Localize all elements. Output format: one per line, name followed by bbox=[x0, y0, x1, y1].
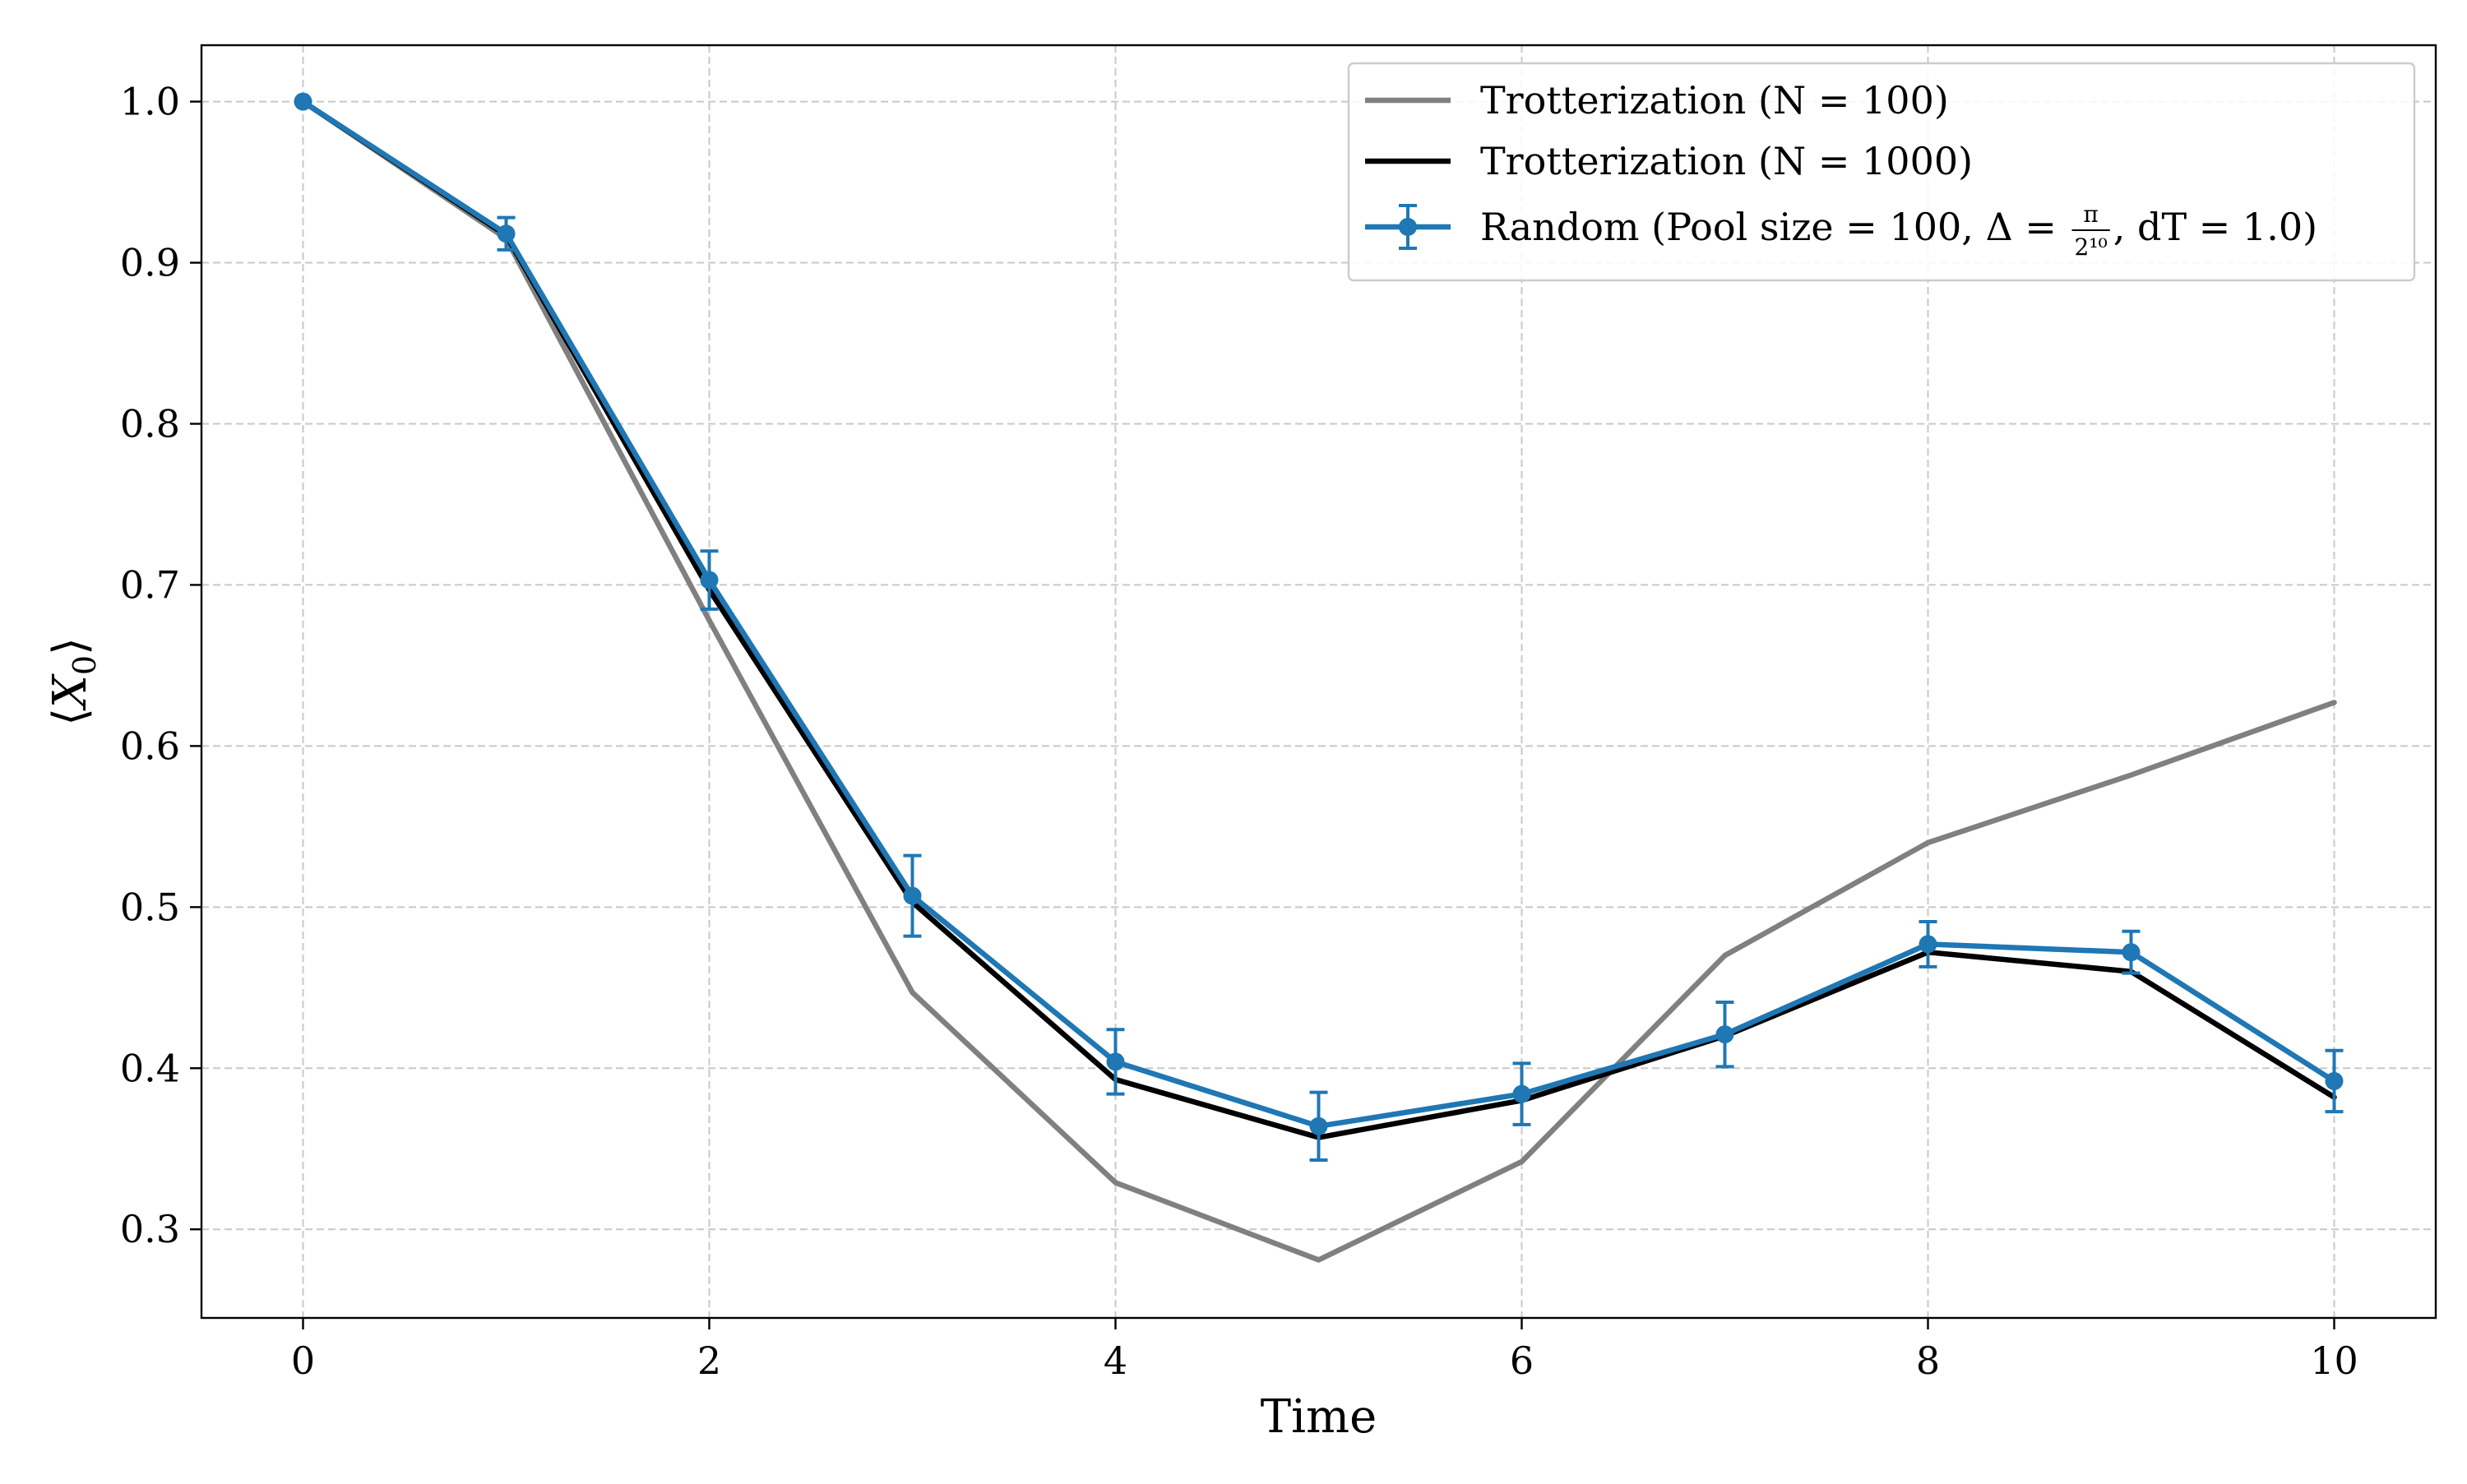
data-point bbox=[294, 92, 312, 111]
y-axis-label: ⟨X0⟩ bbox=[44, 637, 103, 726]
data-point bbox=[1715, 1025, 1734, 1044]
plot-frame bbox=[200, 44, 2437, 1320]
data-point bbox=[1309, 1116, 1328, 1135]
axis-ticks: 0 2 4 6 8 10 0.3 0.4 0.5 0.6 0.7 0.8 0.9 1.0 bbox=[120, 80, 2358, 1383]
x-tick-label: 8 bbox=[1916, 1338, 1940, 1383]
legend: Trotterization (N = 100) Trotterization (… bbox=[1347, 62, 2416, 282]
x-tick-label: 10 bbox=[2310, 1338, 2358, 1383]
y-tick-label: 0.6 bbox=[120, 724, 180, 768]
series-1 bbox=[300, 99, 2337, 1263]
y-tick-label: 0.8 bbox=[120, 401, 180, 446]
y-tick-label: 0.5 bbox=[120, 885, 180, 929]
x-tick-label: 6 bbox=[1510, 1338, 1534, 1383]
legend-box bbox=[1347, 62, 2416, 282]
data-point bbox=[700, 571, 719, 589]
data-point bbox=[1512, 1084, 1531, 1103]
series-3 bbox=[294, 92, 2344, 1162]
data-point bbox=[1919, 935, 1937, 954]
x-axis-label: Time bbox=[1261, 1390, 1377, 1444]
legend-label: Trotterization (N = 1000) bbox=[1480, 139, 1973, 183]
y-tick-label: 0.7 bbox=[120, 562, 180, 607]
legend-frac-denominator: 2¹⁰ bbox=[2075, 233, 2108, 261]
legend-label: Random (Pool size = 100, Δ = bbox=[1480, 205, 2069, 249]
series-layer bbox=[294, 92, 2344, 1263]
series-line bbox=[300, 99, 2337, 1263]
y-tick-label: 1.0 bbox=[120, 80, 180, 124]
data-point bbox=[2122, 943, 2141, 962]
y-tick-label: 0.3 bbox=[120, 1207, 180, 1251]
x-tick-label: 0 bbox=[291, 1338, 315, 1383]
data-point bbox=[2325, 1071, 2344, 1090]
data-point bbox=[1106, 1052, 1125, 1071]
y-tick-label: 0.9 bbox=[120, 241, 180, 285]
data-point bbox=[497, 224, 516, 243]
legend-frac-numerator: π bbox=[2083, 201, 2098, 228]
legend-label-suffix: , dT = 1.0) bbox=[2113, 205, 2317, 249]
legend-marker bbox=[1399, 218, 1417, 236]
x-tick-label: 2 bbox=[697, 1338, 721, 1383]
data-point bbox=[903, 886, 922, 905]
x-tick-label: 4 bbox=[1104, 1338, 1127, 1383]
y-tick-label: 0.4 bbox=[120, 1046, 180, 1090]
legend-label: Trotterization (N = 100) bbox=[1480, 78, 1949, 123]
